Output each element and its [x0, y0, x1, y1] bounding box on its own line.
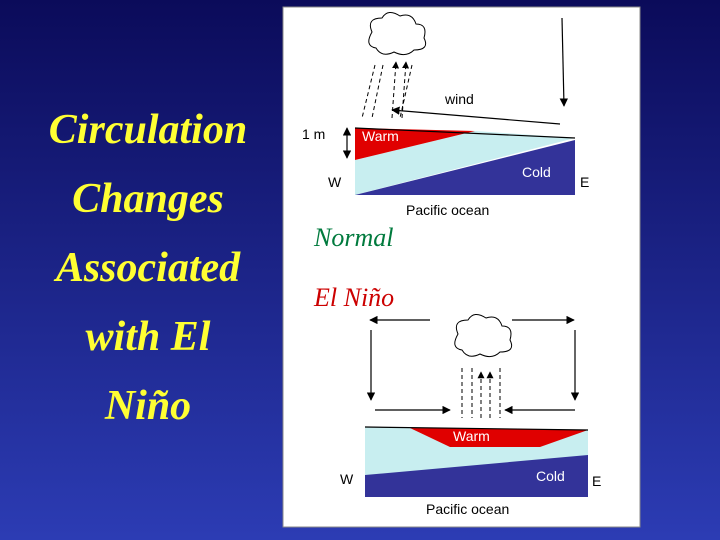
- rain: [399, 64, 413, 119]
- label: Pacific ocean: [426, 501, 509, 517]
- rising-air: [401, 61, 410, 119]
- title-line: Changes: [72, 176, 224, 222]
- ocean-layer: [355, 131, 575, 195]
- cold-layer: [355, 140, 575, 195]
- label: W: [328, 174, 342, 190]
- rain: [361, 64, 376, 119]
- normal-diagram: wind 1 m Warm Cold W E Pacific ocean Nor…: [302, 12, 589, 252]
- el-nino-diagram: El Niño Warm Cold W E Pacific ocean: [313, 283, 601, 517]
- label: Cold: [522, 164, 551, 180]
- label: Pacific ocean: [406, 202, 489, 218]
- cold-layer: [365, 455, 588, 497]
- label: Normal: [313, 223, 393, 252]
- label: wind: [444, 91, 474, 107]
- surface: [364, 426, 589, 431]
- label: Warm: [362, 128, 399, 144]
- title-line: Associated: [53, 245, 241, 291]
- title-line: Circulation: [49, 107, 247, 153]
- surface: [354, 127, 576, 139]
- label: E: [580, 174, 589, 190]
- label: W: [340, 471, 354, 487]
- title: Circulation Changes Associated with El N…: [49, 107, 247, 429]
- label: El Niño: [313, 283, 394, 312]
- label: 1 m: [302, 126, 325, 142]
- title-line: Niño: [104, 383, 191, 429]
- arrow: [559, 17, 569, 107]
- cloud: [454, 314, 513, 358]
- title-line: with El: [86, 314, 211, 360]
- wind-arrow: [391, 106, 561, 125]
- warm-layer: [355, 128, 475, 160]
- warm-layer: [410, 428, 588, 447]
- label: E: [592, 473, 601, 489]
- cloud: [368, 12, 427, 56]
- label: Warm: [453, 428, 490, 444]
- rain: [371, 64, 384, 119]
- label: Cold: [536, 468, 565, 484]
